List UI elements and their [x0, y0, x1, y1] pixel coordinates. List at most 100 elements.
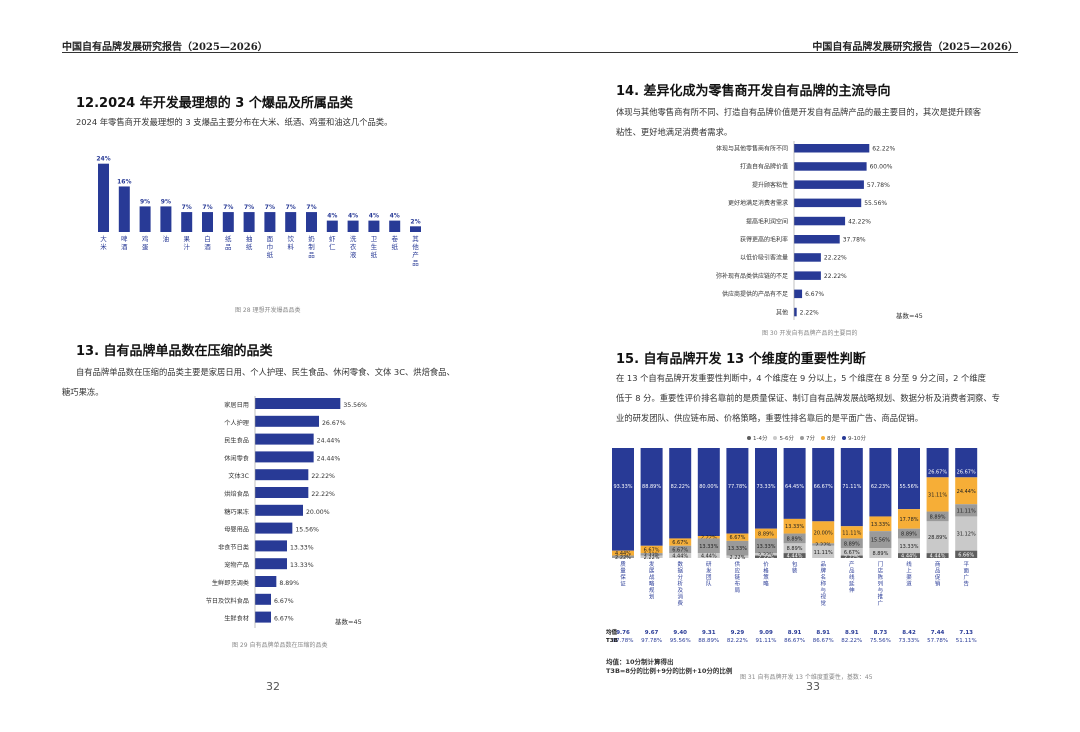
bar	[794, 289, 803, 299]
data-label: 62.22%	[872, 146, 895, 153]
t3b-value: 97.78%	[641, 638, 662, 644]
fig28-caption: 图 28 理想开发爆品品类	[235, 307, 301, 314]
bar	[347, 220, 359, 232]
category-label: 纸	[391, 242, 398, 251]
segment-label: 17.78%	[899, 517, 918, 523]
stack-segment	[755, 555, 777, 558]
data-label: 7%	[202, 204, 212, 211]
stack-segment	[840, 555, 863, 558]
segment-label: 77.78%	[728, 484, 747, 490]
data-label: 13.33%	[290, 544, 314, 551]
segment-label: 8.89%	[872, 551, 888, 557]
category-label: 提升顾客粘性	[752, 181, 788, 189]
stack-segment	[755, 553, 777, 556]
stack-segment	[812, 448, 835, 522]
category-label: 及	[677, 587, 683, 594]
data-label: 7%	[306, 204, 316, 211]
segment-label: 2.22%	[615, 555, 631, 561]
stack-segment	[955, 477, 978, 505]
average-value: 9.31	[702, 630, 716, 636]
t3b-value: 82.22%	[727, 638, 748, 644]
stack-segment	[640, 545, 663, 554]
stack-segment	[612, 550, 634, 556]
segment-label: 8.89%	[930, 514, 946, 520]
segment-label: 31.12%	[957, 532, 976, 538]
bar	[255, 593, 272, 605]
section-12-text: 2024 年零售商开发最理想的 3 支爆品主要分布在大米、纸酒、鸡蛋和油这几个品…	[76, 117, 393, 127]
category-label: 纸	[371, 250, 378, 259]
data-label: 7%	[223, 204, 233, 211]
bar	[160, 206, 172, 232]
segment-label: 11.11%	[814, 550, 833, 556]
segment-label: 93.33%	[613, 484, 632, 490]
category-label: 家居日用	[224, 401, 249, 409]
segment-label: 13.33%	[699, 544, 718, 550]
fig30-hbar-chart: 体现与其他零售商有所不同 62.22% 打造自有品牌价值 60.00% 提升顾客粘性 57…	[716, 141, 895, 320]
segment-label: 6.67%	[672, 547, 688, 553]
section-15-text-3: 业的研发团队、供应链布局、价格策略，重要性排名靠后的是平面广告、商品促销。	[616, 413, 923, 423]
category-label: 米	[100, 242, 107, 251]
fig31-stacked-bar-chart: 93.33%4.44%2.22%质量保证9.7697.78%88.89%6.67…	[606, 448, 978, 644]
category-label: 队	[706, 580, 712, 588]
bar	[181, 212, 193, 232]
category-label: 面	[267, 235, 274, 243]
stack-segment	[783, 448, 806, 519]
category-label: 门	[878, 560, 884, 568]
legend-item: 9-10分	[841, 434, 866, 442]
category-label: 布	[735, 580, 741, 588]
category-label: 洗	[350, 234, 357, 243]
bar	[98, 163, 109, 232]
category-label: 料	[287, 242, 294, 251]
segment-label: 4.44%	[787, 554, 803, 560]
bar	[285, 212, 297, 232]
page-number: 33	[806, 680, 820, 693]
data-label: 22.22%	[311, 491, 335, 498]
category-label: 应	[735, 567, 741, 575]
segment-label: 88.89%	[642, 484, 661, 490]
segment-label: 2.22%	[729, 555, 745, 561]
stack-segment	[869, 548, 892, 559]
category-label: 格	[763, 567, 769, 575]
t3b-value: 75.56%	[870, 638, 891, 644]
legend-item: 1-4分	[747, 434, 767, 442]
category-label: 饮	[287, 234, 294, 243]
fig28-bar-chart: 24%大米16%啤酒9%鸡蛋9%油7%果汁7%白酒7%纸品7%抽纸7%面巾纸7%…	[96, 156, 421, 267]
segment-label: 6.67%	[672, 540, 688, 546]
category-label: 数	[677, 560, 683, 568]
average-value: 8.73	[874, 630, 888, 636]
section-14-text-2: 粘性、更好地满足消费者需求。	[616, 127, 733, 137]
category-label: 生	[371, 242, 378, 251]
page-number: 32	[266, 680, 280, 693]
category-label: 供应商提供的产品有不足	[722, 290, 788, 298]
segment-label: 4.44%	[901, 554, 917, 560]
category-label: 面	[963, 568, 969, 575]
category-label: 团	[706, 574, 712, 581]
segment-label: 2.22%	[758, 555, 774, 561]
bar	[255, 504, 303, 516]
average-value: 8.91	[788, 630, 802, 636]
category-label: 蛋	[142, 242, 149, 251]
legend-swatch	[747, 436, 751, 440]
category-label: 列	[878, 580, 884, 588]
data-label: 8.89%	[279, 580, 299, 587]
bar	[410, 226, 421, 232]
bar	[255, 558, 287, 570]
segment-label: 55.56%	[899, 484, 918, 490]
category-label: 液	[350, 250, 357, 259]
average-value: 8.91	[845, 630, 859, 636]
category-label: 民生食品	[224, 437, 249, 445]
legend-item: 7分	[799, 434, 815, 442]
category-label: 广	[878, 599, 884, 607]
category-label: 消	[677, 593, 683, 601]
category-label: 量	[620, 568, 626, 575]
t3b-row-label: T3B	[606, 638, 618, 644]
segment-label: 26.67%	[957, 469, 976, 475]
data-label: 55.56%	[864, 200, 887, 207]
category-label: 质	[620, 560, 626, 568]
segment-label: 4.44%	[930, 554, 946, 560]
category-label: 品	[849, 568, 855, 575]
category-label: 虾	[329, 234, 336, 243]
bar	[306, 212, 317, 232]
segment-label: 11.11%	[842, 530, 861, 536]
t3b-value: 95.56%	[670, 638, 691, 644]
